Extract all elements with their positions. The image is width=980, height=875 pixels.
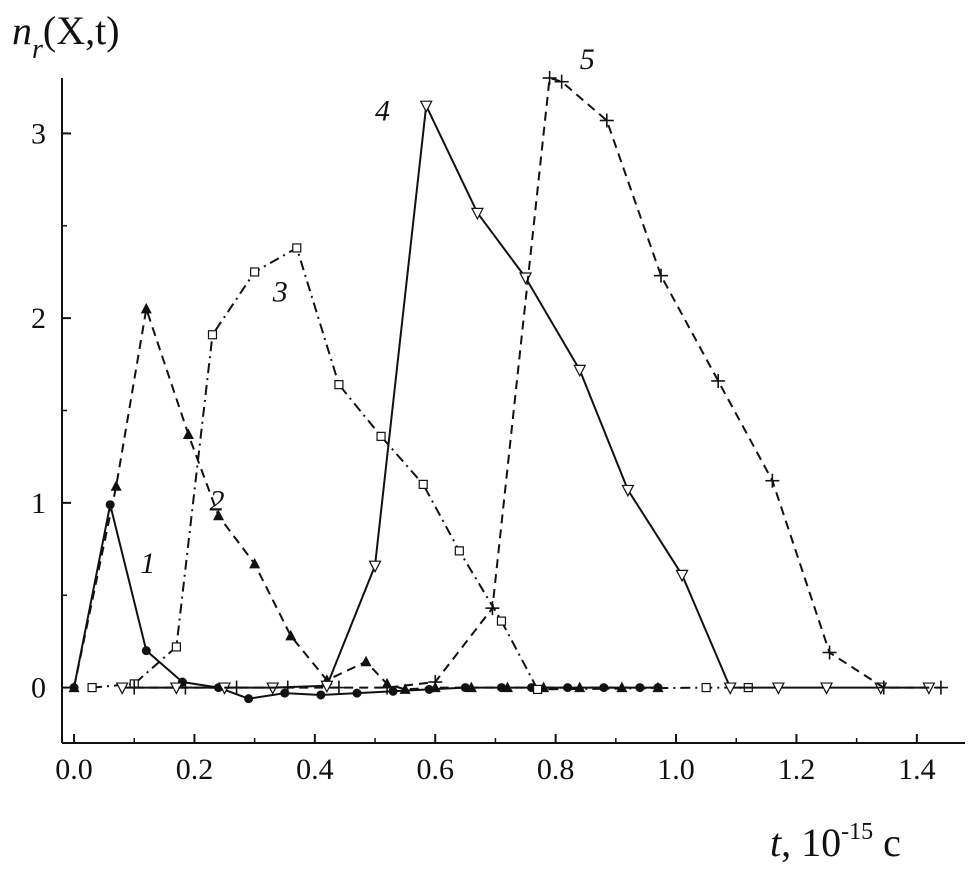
data-point-triangle-open [320, 680, 334, 694]
series-3: 3 [87, 243, 753, 695]
data-point-square [496, 616, 507, 626]
data-point-square [532, 684, 543, 695]
data-point-triangle-open [115, 682, 129, 695]
data-point-square [292, 243, 302, 253]
series-1: 1 [69, 500, 663, 704]
data-point-triangle [399, 683, 411, 694]
series-line-1 [73, 503, 658, 700]
data-point-triangle [360, 655, 372, 667]
y-tick-label: 0 [31, 672, 46, 705]
x-label-unit-base: , 10 [781, 820, 841, 865]
data-point-square [87, 682, 97, 693]
data-point-triangle-open [519, 272, 533, 285]
x-axis-label: t, 10-15 c [770, 819, 901, 865]
data-point-triangle-open [470, 207, 484, 221]
y-label-sub: r [32, 34, 43, 65]
data-point-triangle [501, 681, 513, 693]
data-point-triangle-open [573, 364, 587, 378]
x-tick-label: 1.2 [778, 753, 816, 786]
data-point-triangle-open [419, 100, 433, 114]
data-point-square [418, 479, 428, 489]
data-point-triangle-open [675, 569, 689, 583]
data-point-triangle-open [723, 682, 737, 695]
x-tick-label: 0.4 [296, 753, 334, 786]
y-tick-label: 3 [31, 117, 46, 150]
x-tick-label: 1.0 [657, 753, 695, 786]
x-tick-label: 0.6 [416, 753, 454, 786]
axes: 0.0 0.2 0.4 0.6 0.8 1.0 1.2 1.4 0 1 2 3 [31, 78, 965, 786]
series-line-3 [92, 246, 749, 691]
data-point-triangle [249, 557, 261, 569]
data-point-circle [388, 686, 398, 696]
data-point-triangle [68, 681, 80, 693]
data-point-triangle-open [771, 682, 785, 695]
data-point-triangle [182, 428, 194, 440]
data-point-square [334, 380, 344, 390]
y-tick-label: 2 [31, 302, 46, 335]
svg-text:t, 10-15 c: t, 10-15 c [770, 819, 901, 865]
x-label-unit-exp: -15 [841, 819, 873, 845]
series-label-1: 1 [140, 547, 155, 580]
series-line-4 [122, 104, 929, 689]
y-label-args: (X,t) [43, 8, 120, 53]
data-point-square [701, 682, 711, 693]
plot-area: 1 2 3 4 5 [68, 43, 948, 704]
data-point-circle [599, 683, 609, 693]
data-point-triangle [110, 480, 122, 491]
y-axis-label: nr(X,t) [12, 8, 120, 65]
data-point-triangle [285, 629, 297, 641]
data-point-square [171, 642, 181, 652]
x-tick-label: 0.2 [176, 753, 214, 786]
series-line-5 [134, 77, 941, 689]
series-label-2: 2 [209, 484, 224, 517]
data-point-triangle [213, 509, 225, 521]
data-point-circle [141, 646, 151, 656]
y-label-main: n [12, 8, 32, 53]
data-point-circle [316, 690, 326, 700]
x-label-unit-suffix: c [873, 820, 901, 865]
data-point-square [250, 267, 260, 277]
data-point-triangle-open [621, 484, 635, 498]
data-point-triangle [652, 681, 664, 693]
series-line-2 [73, 307, 658, 691]
data-point-square [454, 546, 464, 556]
data-point-triangle-open [820, 682, 834, 695]
series-4: 4 [115, 94, 936, 695]
y-tick-label: 1 [31, 487, 46, 520]
data-point-square [376, 431, 386, 441]
series-2: 2 [68, 302, 664, 694]
series-label-5: 5 [580, 43, 595, 76]
x-label-var: t [770, 820, 782, 865]
x-tick-label: 0.0 [55, 753, 93, 786]
series-5: 5 [127, 43, 948, 695]
x-tick-label: 0.8 [537, 753, 575, 786]
x-tick-label: 1.4 [898, 753, 936, 786]
data-point-triangle-open [368, 560, 382, 573]
series-label-3: 3 [272, 276, 288, 309]
data-point-triangle [465, 681, 477, 693]
data-point-square [207, 330, 218, 340]
series-label-4: 4 [375, 94, 390, 127]
svg-text:nr(X,t): nr(X,t) [12, 8, 120, 65]
data-point-circle [244, 694, 254, 704]
data-point-triangle [140, 302, 152, 314]
data-point-circle [352, 688, 362, 698]
